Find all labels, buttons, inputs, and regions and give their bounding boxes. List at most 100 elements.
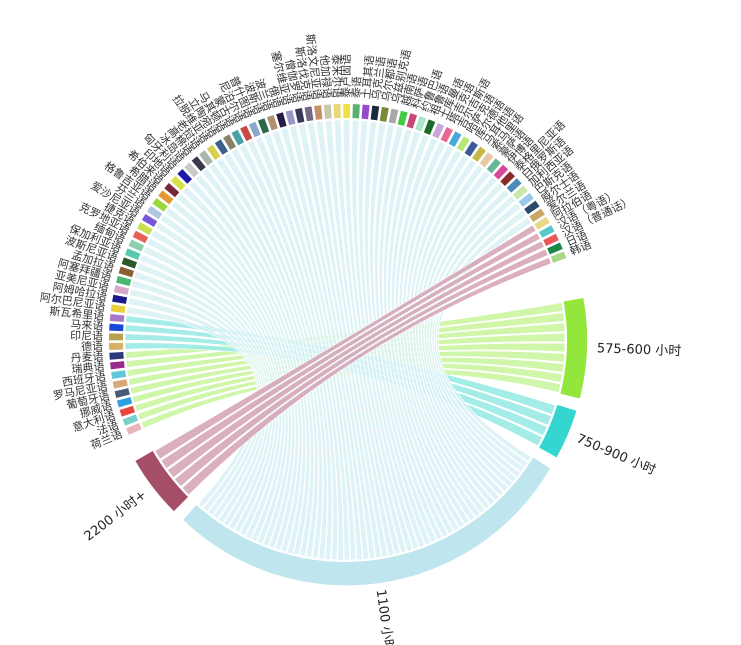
ribbon-47 <box>324 120 401 555</box>
language-arc-59 <box>432 123 445 139</box>
language-arc-34 <box>206 144 221 160</box>
language-arc-62 <box>456 136 470 152</box>
ribbon-60 <box>398 141 476 522</box>
language-arc-38 <box>240 125 253 142</box>
language-arc-50 <box>352 104 360 119</box>
language-arc-70 <box>512 185 528 200</box>
language-arc-37 <box>231 129 245 146</box>
language-label-48: 泰米尔语 <box>329 54 344 98</box>
language-arc-77 <box>547 242 563 255</box>
language-arc-76 <box>543 233 559 247</box>
ribbon-27 <box>170 200 296 549</box>
ribbon-46 <box>315 120 395 556</box>
language-arc-18 <box>118 266 135 278</box>
group-arc-3 <box>183 457 551 586</box>
language-arc-12 <box>109 323 124 332</box>
ribbon-23 <box>150 229 283 540</box>
language-arc-64 <box>472 146 486 162</box>
ribbon-66 <box>418 170 505 497</box>
language-arc-23 <box>137 222 153 235</box>
language-arc-7 <box>111 370 127 380</box>
ribbon-14 <box>126 306 260 508</box>
ribbon-53 <box>369 122 437 543</box>
language-arc-54 <box>388 108 399 124</box>
language-arc-72 <box>524 200 540 215</box>
ribbon-63 <box>409 154 491 510</box>
ribbon-75 <box>160 232 541 469</box>
ribbon-28 <box>176 193 299 551</box>
language-arc-35 <box>214 139 229 155</box>
ribbon-55 <box>378 125 449 538</box>
language-arc-14 <box>110 304 126 313</box>
ribbon-26 <box>165 207 292 547</box>
ribbon-24 <box>155 222 286 542</box>
ribbon-71 <box>431 202 525 473</box>
group-arc-2 <box>539 404 577 458</box>
language-arc-32 <box>191 156 206 172</box>
language-label-50: 泰语 <box>349 76 364 99</box>
ribbon-21 <box>142 245 277 534</box>
language-arc-52 <box>370 105 380 121</box>
language-arc-60 <box>440 127 453 143</box>
language-arc-55 <box>397 110 408 126</box>
group-label-4: 2200 小时+ <box>82 487 150 544</box>
ribbon-15 <box>127 297 262 512</box>
language-arc-4 <box>116 397 133 408</box>
language-arc-28 <box>164 182 180 198</box>
ribbon-48 <box>333 119 407 554</box>
ribbon-44 <box>298 123 382 559</box>
language-label-11: 印尼语 <box>70 329 103 342</box>
language-arc-58 <box>423 119 436 135</box>
language-arc-6 <box>112 379 128 389</box>
language-arc-22 <box>132 230 149 244</box>
group-arcs-layer <box>135 297 588 586</box>
language-arc-36 <box>223 134 236 150</box>
ribbon-34 <box>215 157 323 559</box>
language-arc-41 <box>266 115 278 131</box>
language-arc-61 <box>448 131 462 147</box>
language-arc-5 <box>114 388 130 399</box>
ribbon-37 <box>238 143 338 561</box>
ribbon-41 <box>271 129 363 560</box>
language-arc-39 <box>248 121 261 138</box>
language-label-51: 土耳其语 <box>360 55 377 100</box>
language-arc-46 <box>314 105 323 120</box>
language-arc-69 <box>506 178 522 193</box>
ribbon-61 <box>402 145 481 518</box>
language-arc-8 <box>110 361 125 370</box>
language-arc-65 <box>479 152 494 168</box>
language-label-13: 斯瓦希里语 <box>49 304 105 323</box>
ribbon-42 <box>280 127 370 560</box>
ribbon-29 <box>182 186 303 553</box>
language-label-9: 丹麦语 <box>70 350 104 365</box>
ribbon-17 <box>131 279 266 520</box>
language-arc-78 <box>550 251 567 263</box>
ribbon-54 <box>374 123 443 541</box>
language-label-42: 俄语 <box>266 84 285 109</box>
language-arc-75 <box>538 225 555 238</box>
ribbon-43 <box>289 125 376 559</box>
language-label-10: 德语 <box>81 339 103 354</box>
language-arc-20 <box>124 248 141 260</box>
ribbon-33 <box>208 162 319 558</box>
language-arc-25 <box>146 205 163 220</box>
language-arc-24 <box>141 213 158 228</box>
ribbon-39 <box>255 136 350 561</box>
ribbon-77 <box>174 248 549 487</box>
ribbon-22 <box>146 237 280 537</box>
language-label-52: 乌克兰语 <box>369 55 389 100</box>
group-label-2: 750-900 小时 <box>574 432 658 479</box>
language-arc-1 <box>126 423 142 435</box>
language-arc-63 <box>464 141 478 157</box>
ribbons-layer <box>124 119 566 561</box>
language-arc-51 <box>361 104 370 120</box>
language-arc-11 <box>108 333 124 341</box>
language-arc-30 <box>177 168 193 184</box>
language-arc-48 <box>333 104 341 119</box>
language-arc-73 <box>529 208 545 222</box>
language-arc-56 <box>406 113 418 129</box>
language-arc-44 <box>294 107 305 124</box>
ribbon-74 <box>154 224 537 460</box>
language-arc-9 <box>109 352 124 360</box>
